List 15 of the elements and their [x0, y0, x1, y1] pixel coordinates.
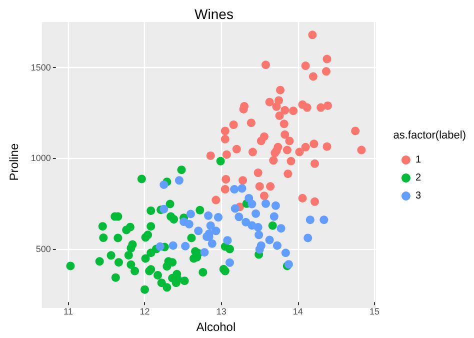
x-axis-title: Alcohol: [196, 320, 236, 334]
y-tick-label: 500: [36, 244, 51, 254]
x-tick-label: 11: [64, 306, 73, 317]
x-tick-label: 15: [369, 306, 380, 317]
y-tick-label: 1000: [30, 153, 51, 164]
y-axis-title: Proline: [7, 143, 21, 181]
y-tick-label: 1500: [30, 62, 51, 72]
legend-label: 1: [415, 154, 422, 166]
legend-label: 2: [415, 172, 422, 184]
legend-label: 3: [415, 190, 422, 202]
x-tick-label: 13: [216, 306, 226, 317]
chart-title: Wines: [194, 6, 234, 22]
legend-title: as.factor(label): [393, 130, 466, 142]
x-tick-label: 12: [140, 306, 150, 317]
x-tick-label: 14: [292, 306, 303, 317]
